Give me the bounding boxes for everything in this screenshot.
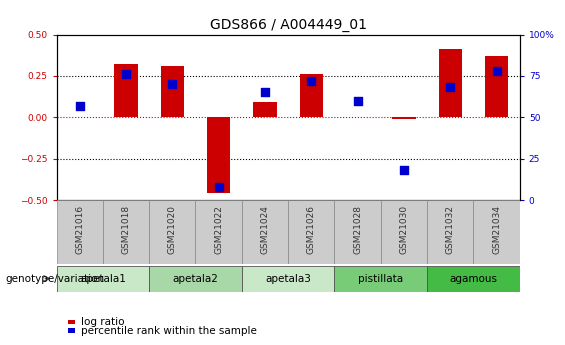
Bar	[103, 200, 149, 264]
Text: GSM21016: GSM21016	[75, 205, 84, 254]
Bar	[149, 200, 195, 264]
Bar	[68, 328, 75, 333]
Bar	[195, 200, 242, 264]
Bar	[334, 200, 381, 264]
Bar	[393, 117, 416, 119]
Bar	[254, 102, 277, 117]
Point	[492, 68, 501, 74]
Bar	[56, 266, 149, 292]
Title: GDS866 / A004449_01: GDS866 / A004449_01	[210, 18, 367, 32]
Point	[168, 81, 177, 87]
Text: pistillata: pistillata	[358, 274, 403, 284]
Bar	[427, 266, 520, 292]
Point	[399, 168, 408, 173]
Bar	[161, 66, 184, 117]
Text: GSM21032: GSM21032	[446, 205, 455, 254]
Bar	[473, 200, 520, 264]
Text: log ratio: log ratio	[81, 317, 124, 327]
Text: GSM21030: GSM21030	[399, 205, 408, 254]
Bar	[439, 49, 462, 117]
Text: GSM21018: GSM21018	[121, 205, 131, 254]
Text: apetala1: apetala1	[80, 274, 126, 284]
Bar	[242, 266, 334, 292]
Text: GSM21020: GSM21020	[168, 205, 177, 254]
Text: GSM21024: GSM21024	[260, 205, 270, 254]
Bar	[115, 64, 138, 117]
Point	[446, 85, 455, 90]
Text: agamous: agamous	[450, 274, 497, 284]
Bar	[334, 266, 427, 292]
Text: percentile rank within the sample: percentile rank within the sample	[81, 326, 257, 336]
Text: apetala3: apetala3	[265, 274, 311, 284]
Bar	[149, 266, 242, 292]
Bar	[288, 200, 334, 264]
Point	[214, 184, 223, 190]
Point	[121, 71, 131, 77]
Text: GSM21026: GSM21026	[307, 205, 316, 254]
Bar	[56, 200, 103, 264]
Bar	[242, 200, 288, 264]
Bar	[68, 320, 75, 324]
Point	[353, 98, 362, 104]
Text: genotype/variation: genotype/variation	[6, 274, 105, 284]
Point	[260, 90, 270, 95]
Text: GSM21028: GSM21028	[353, 205, 362, 254]
Bar	[207, 117, 231, 194]
Text: apetala2: apetala2	[172, 274, 219, 284]
Bar	[485, 56, 508, 117]
Point	[307, 78, 316, 83]
Bar	[300, 74, 323, 117]
Bar	[427, 200, 473, 264]
Point	[75, 103, 84, 108]
Bar	[381, 200, 427, 264]
Text: GSM21022: GSM21022	[214, 205, 223, 254]
Text: GSM21034: GSM21034	[492, 205, 501, 254]
